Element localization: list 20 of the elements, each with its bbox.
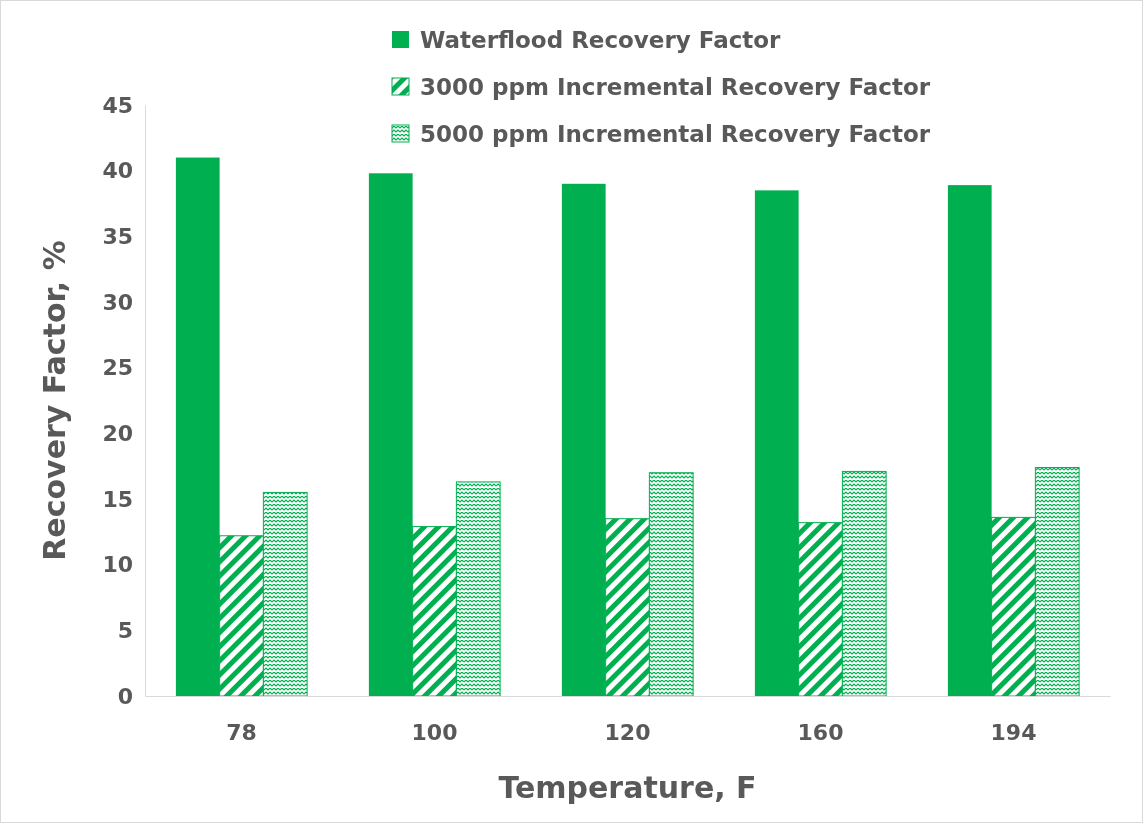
y-tick-label: 20: [102, 420, 133, 446]
y-tick-label: 40: [102, 158, 133, 184]
x-tick-label: 100: [411, 719, 458, 745]
legend-label: Waterflood Recovery Factor: [420, 27, 782, 53]
y-tick-label: 15: [102, 486, 133, 512]
y-tick-label: 5: [117, 617, 133, 643]
y-tick-label: 35: [102, 223, 133, 249]
y-tick-label: 10: [102, 552, 133, 578]
x-tick-label: 78: [226, 719, 257, 745]
y-tick-label: 30: [102, 289, 133, 315]
y-tick-label: 25: [102, 355, 133, 381]
y-tick-label: 0: [117, 683, 133, 709]
y-tick-label: 45: [102, 92, 133, 118]
y-axis-title: Recovery Factor, %: [37, 240, 72, 561]
legend-label: 3000 ppm Incremental Recovery Factor: [420, 74, 931, 100]
legend-label: 5000 ppm Incremental Recovery Factor: [420, 121, 931, 147]
x-tick-label: 120: [604, 719, 651, 745]
x-tick-label: 194: [990, 719, 1037, 745]
x-axis-title: Temperature, F: [498, 770, 757, 805]
x-tick-label: 160: [797, 719, 844, 745]
